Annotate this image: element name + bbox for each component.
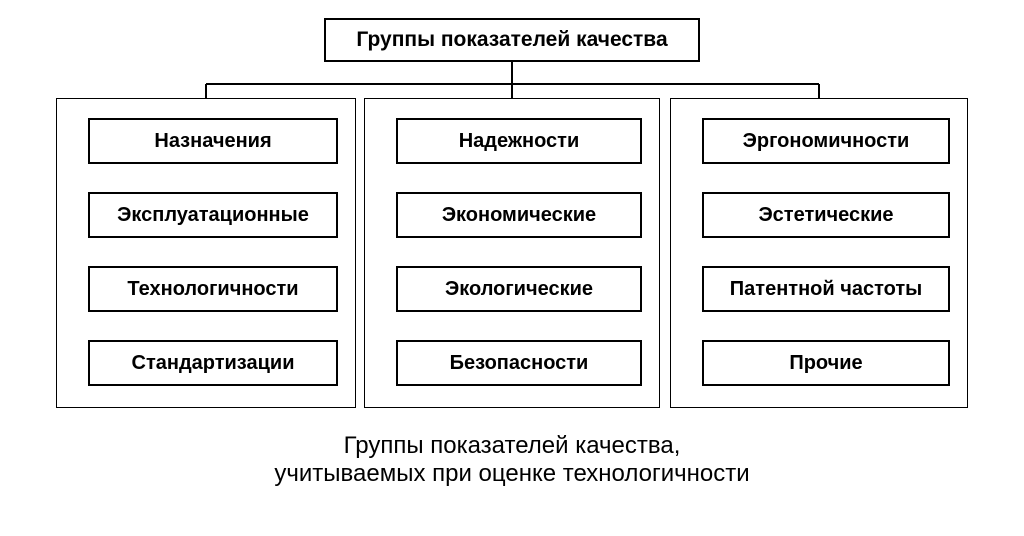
node-box-col2-1: Эстетические [702,192,950,238]
node-box-col0-1: Эксплуатационные [88,192,338,238]
node-box-col0-2: Технологичности [88,266,338,312]
node-box-col1-2: Экологические [396,266,642,312]
node-box-col0-3: Стандартизации [88,340,338,386]
diagram-canvas: Группы показателей качества Назначения Экс… [0,0,1024,536]
node-box-col2-0: Эргономичности [702,118,950,164]
node-box-col0-0: Назначения [88,118,338,164]
node-box-col1-1: Экономические [396,192,642,238]
node-box-col1-3: Безопасности [396,340,642,386]
node-box-col2-2: Патентной частоты [702,266,950,312]
caption-line2: учитываемых при оценке технологичности [0,460,1024,488]
root-box: Группы показателей качества [324,18,700,62]
caption-line1: Группы показателей качества, [0,432,1024,460]
caption: Группы показателей качества,учитываемых … [0,432,1024,488]
node-box-col2-3: Прочие [702,340,950,386]
node-box-col1-0: Надежности [396,118,642,164]
